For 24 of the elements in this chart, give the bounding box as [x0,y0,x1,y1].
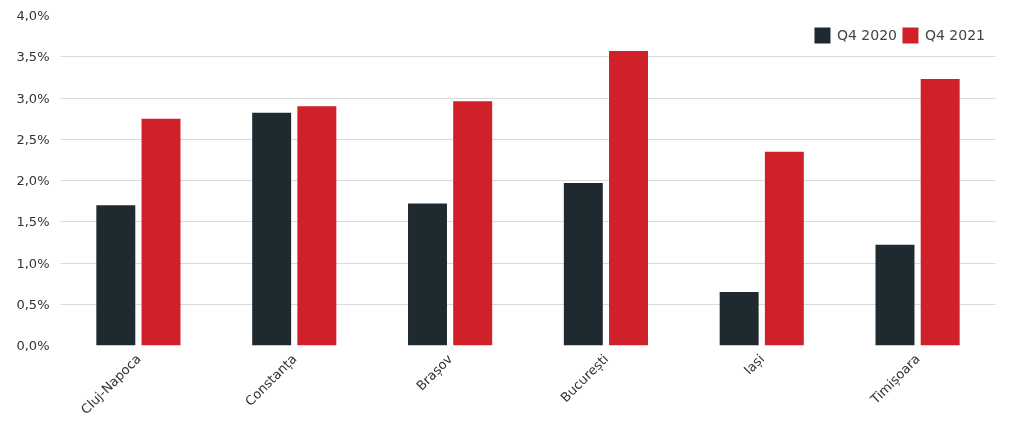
y-tick-label: 0,0% [16,338,50,353]
y-tick-label: 2,5% [16,131,50,147]
bar [96,205,136,346]
legend-label: Q4 2020 [836,27,897,43]
bar [408,203,447,346]
x-tick-label: Iași [740,351,768,378]
y-tick-label: 3,0% [16,90,50,106]
bar [719,291,759,346]
y-tick-label: 1,0% [16,255,50,271]
y-tick-label: 3,5% [16,49,50,65]
bar [141,118,181,346]
y-tick-label: 0,5% [16,296,50,312]
y-tick-label: 1,5% [16,214,50,230]
bar [252,112,292,346]
bar [875,244,915,346]
legend-label: Q4 2021 [924,27,985,43]
bar [920,79,960,346]
bar [764,151,804,346]
bar [563,182,603,346]
bar [609,50,648,346]
bar [297,106,337,346]
y-tick-label: 2,0% [16,173,50,188]
y-tick-label: 4,0% [16,8,50,23]
bar [453,101,493,346]
